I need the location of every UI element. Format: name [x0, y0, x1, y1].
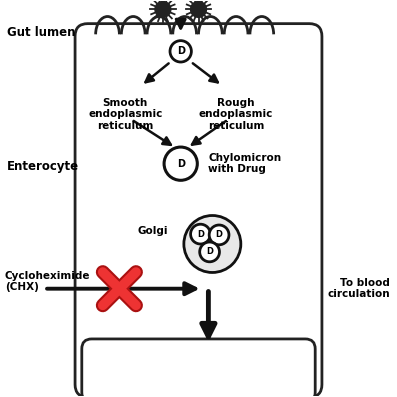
- Circle shape: [164, 147, 197, 180]
- FancyBboxPatch shape: [75, 24, 322, 397]
- Text: Chylomicron
with Drug: Chylomicron with Drug: [208, 153, 281, 175]
- Text: Gut lumen: Gut lumen: [7, 26, 75, 39]
- Text: D: D: [206, 247, 213, 256]
- Text: Cycloheximide
(CHX): Cycloheximide (CHX): [5, 271, 90, 292]
- Text: D: D: [216, 230, 223, 239]
- Text: Enterocyte: Enterocyte: [7, 160, 79, 173]
- FancyBboxPatch shape: [82, 339, 315, 397]
- Text: Rough
endoplasmic
reticulum: Rough endoplasmic reticulum: [199, 98, 273, 131]
- Text: D: D: [177, 159, 185, 169]
- Text: Smooth
endoplasmic
reticulum: Smooth endoplasmic reticulum: [88, 98, 162, 131]
- Circle shape: [191, 2, 206, 17]
- Circle shape: [184, 216, 241, 272]
- Circle shape: [155, 2, 171, 17]
- Circle shape: [200, 242, 220, 262]
- Circle shape: [209, 225, 229, 245]
- Text: To blood
circulation: To blood circulation: [328, 278, 390, 299]
- Circle shape: [170, 40, 191, 62]
- Circle shape: [191, 224, 210, 244]
- Text: D: D: [197, 229, 204, 239]
- Text: D: D: [177, 46, 185, 56]
- Text: Golgi: Golgi: [138, 226, 168, 236]
